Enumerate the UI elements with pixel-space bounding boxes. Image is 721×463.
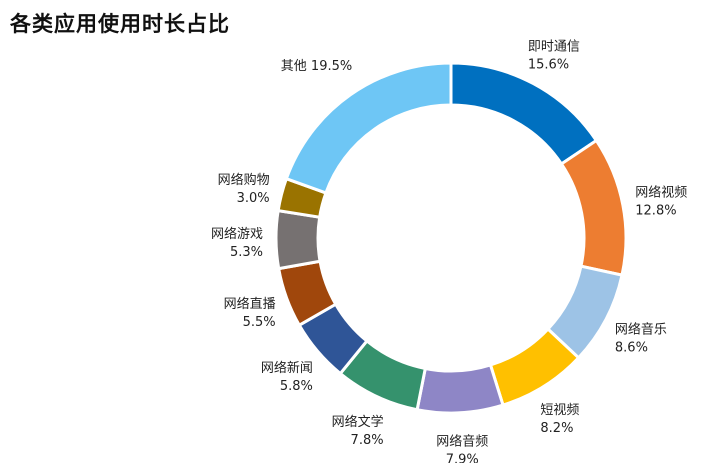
slice-value-4: 8.2% (540, 421, 573, 436)
slice-label-3: 网络音乐 (615, 322, 667, 338)
slice-value-7: 5.8% (280, 379, 313, 394)
slice-value-8: 5.5% (243, 315, 276, 330)
slice-9 (274, 208, 322, 271)
chart-title: 各类应用使用时长占比 (10, 12, 230, 36)
donut-slices (274, 61, 628, 415)
slice-value-6: 7.8% (351, 433, 384, 448)
slice-label-1: 即时通信 (528, 40, 580, 55)
slice-value-10: 3.0% (237, 191, 270, 206)
slice-value-9: 5.3% (230, 245, 263, 260)
slice-label-8: 网络直播 (224, 296, 276, 312)
slice-label-5: 网络音频 (436, 434, 488, 450)
slice-label-11: 其他 19.5% (281, 59, 352, 74)
donut-labels: 即时通信 15.6% 网络视频 12.8% 网络音乐 8.6% 短视频 8.2% 网络音频 7.9… (211, 40, 687, 463)
slice-label-2: 网络视频 (635, 185, 687, 201)
slice-value-2: 12.8% (635, 204, 676, 219)
slice-11 (284, 61, 453, 195)
slice-5 (415, 363, 505, 415)
slice-2 (559, 138, 628, 277)
slice-label-7: 网络新闻 (261, 360, 313, 376)
slice-label-6: 网络文学 (332, 414, 384, 430)
slice-value-1: 15.6% (528, 58, 569, 73)
slice-label-9: 网络游戏 (211, 226, 263, 242)
slice-label-10: 网络购物 (218, 172, 270, 188)
slice-value-5: 7.9% (446, 453, 479, 463)
slice-label-4: 短视频 (540, 403, 579, 418)
slice-value-3: 8.6% (615, 341, 648, 356)
slice-1 (449, 61, 599, 167)
